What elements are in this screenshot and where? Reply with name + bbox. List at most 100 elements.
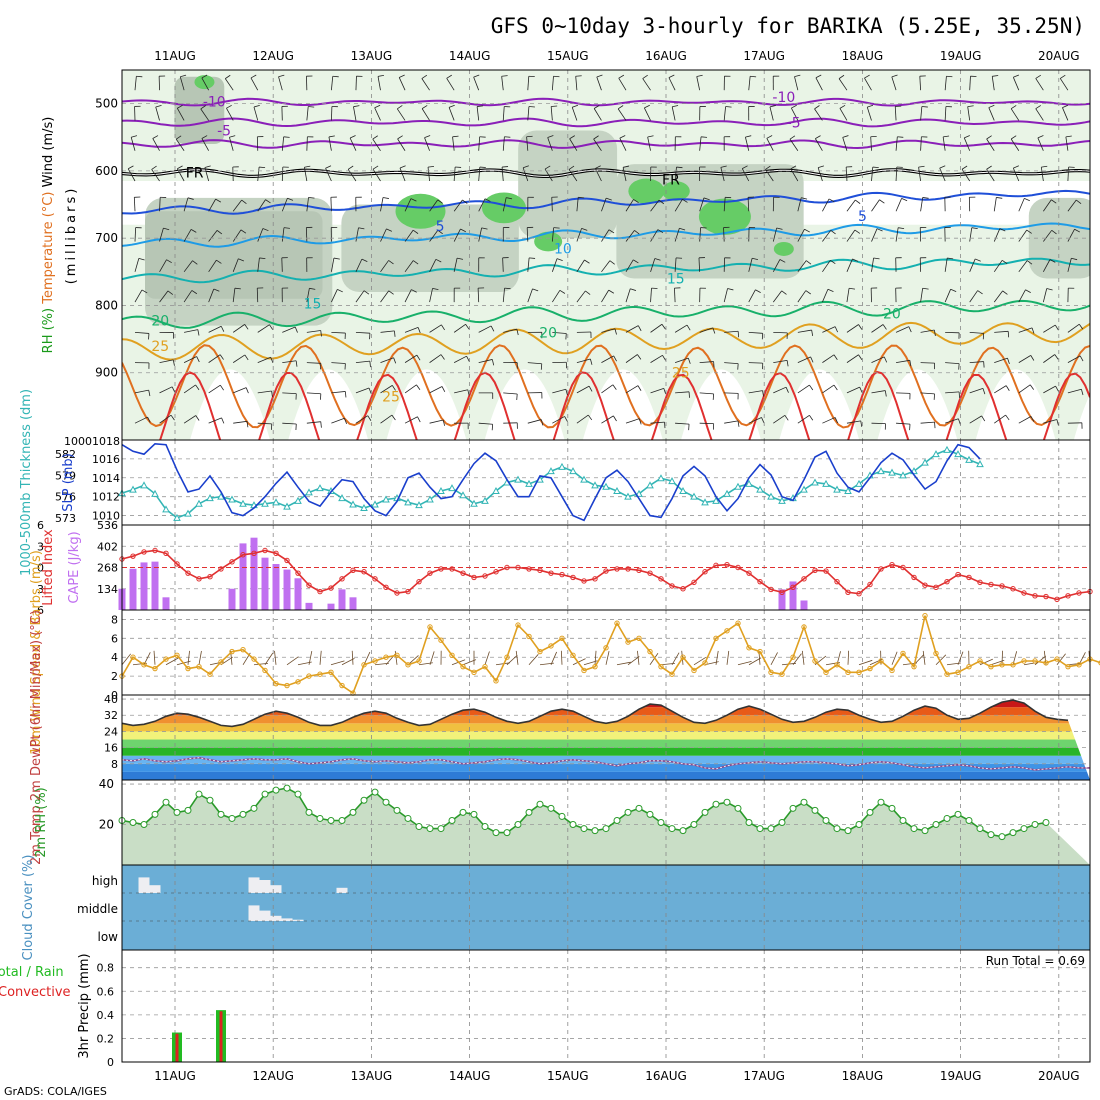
wind-barb: [817, 167, 823, 182]
wind10m-point: [680, 654, 686, 660]
wind-barb-flag: [682, 198, 688, 203]
wind-barb: [1067, 166, 1070, 182]
wind-barb-flag: [761, 417, 765, 424]
temp-band: [122, 695, 1090, 699]
precip-conv-bar: [175, 1033, 179, 1062]
wind-barb: [576, 228, 582, 242]
wind-barb-flag: [411, 289, 417, 293]
wind-barb-flag: [416, 354, 421, 361]
wind-barb: [257, 228, 264, 242]
wind-barb-flag: [1010, 135, 1017, 140]
wind-barb: [404, 289, 412, 303]
rh2m-point: [921, 827, 929, 835]
wind-barb-flag: [891, 74, 898, 78]
wind-barb-flag: [587, 414, 593, 421]
wind-barb-flag: [1051, 230, 1057, 235]
thickness-point: [602, 482, 610, 490]
wind-barb: [201, 77, 209, 91]
lifted-index-point: [658, 576, 664, 582]
wind-barb-flag: [961, 165, 968, 170]
wind-barb-flag: [421, 74, 428, 79]
wind-barb: [454, 389, 468, 394]
wind10m-point: [152, 665, 158, 672]
wind-barb: [429, 288, 433, 303]
wind-barb: [576, 358, 591, 364]
wind-barb-flag: [805, 290, 811, 295]
wind-barb: [724, 420, 739, 424]
pressure-tick-label: 700: [95, 231, 118, 245]
rh2m-point: [778, 819, 786, 826]
wind-barb: [1067, 388, 1082, 394]
wind-barb: [159, 359, 174, 364]
lifted-index-point: [625, 566, 631, 572]
cape-bar: [294, 578, 302, 610]
wind-barb: [1018, 260, 1028, 273]
wind-barb-flag: [172, 359, 175, 366]
wind-barb: [257, 257, 260, 272]
rh2m-point: [503, 829, 511, 837]
lifted-index-point: [724, 561, 730, 568]
wind-barb: [674, 257, 677, 272]
wind-barb-flag: [828, 198, 835, 203]
wind10m-point: [636, 635, 642, 642]
wind-barb: [1035, 108, 1044, 121]
wind-barb-flag: [191, 290, 198, 295]
wind10m-point: [537, 648, 543, 655]
top-day-label: 11AUG: [154, 49, 196, 63]
wind-barb: [576, 385, 590, 394]
wind-barb: [550, 106, 553, 121]
wind-barb-flag: [410, 198, 417, 202]
wind-barb-flag: [1051, 199, 1057, 204]
cape-tick-label: 536: [97, 519, 118, 532]
wind-barb-flag: [608, 289, 615, 294]
li-ylabel: Lifted Index: [41, 529, 56, 606]
wind-barb: [175, 138, 185, 151]
wind-barb-flag: [765, 165, 771, 170]
wind-barb: [257, 390, 272, 394]
wind-barb-flag: [246, 421, 249, 428]
wind-barb-flag: [393, 357, 397, 364]
cape-bar: [338, 589, 346, 610]
lifted-index-line: [121, 549, 1091, 601]
wind-barb: [552, 416, 565, 424]
wind-barb-flag: [785, 387, 789, 393]
lifted-index-point: [1054, 596, 1060, 603]
lifted-index-point: [482, 573, 488, 579]
wind-barb: [920, 197, 924, 212]
wind-barb-flag: [781, 290, 787, 295]
wind10m-point: [658, 663, 664, 670]
wind-barb-flag: [658, 199, 665, 205]
wind10m-barb: [858, 659, 873, 666]
wind-barb: [993, 260, 1003, 273]
wind-barb-flag: [502, 166, 509, 168]
lifted-index-point: [383, 584, 389, 591]
rh2m-area: [122, 788, 1090, 865]
wind-barb: [939, 167, 946, 182]
wind-barb-flag: [320, 421, 322, 428]
wind10m-point: [1076, 662, 1082, 668]
wind-barb-flag: [1013, 165, 1020, 169]
rh2m-point: [822, 816, 830, 824]
wind10m-frame: [121, 609, 1091, 696]
wind-barb: [134, 289, 143, 303]
wind-barb: [404, 260, 414, 273]
wind10m-point: [361, 662, 367, 668]
wind-barb: [253, 106, 259, 121]
wind10m-point: [669, 671, 675, 677]
wind-barb: [618, 78, 627, 91]
lifted-index-point: [757, 578, 763, 585]
wind-barb-flag: [859, 387, 863, 393]
slp-tick-label: 1014: [92, 472, 120, 485]
wind-barb-flag: [128, 165, 134, 170]
wind-barb: [1012, 167, 1020, 182]
rh2m-point: [965, 816, 973, 824]
thickness-point: [206, 494, 214, 502]
wind-barb-flag: [328, 135, 335, 138]
thickness-point: [877, 467, 885, 475]
wind-barb-flag: [441, 386, 446, 392]
wind10m-barb: [330, 660, 345, 666]
wind10m-barb: [308, 650, 313, 665]
lifted-index-point: [570, 574, 576, 581]
rh2m-point: [184, 806, 192, 814]
wind-barb-flag: [244, 324, 249, 330]
